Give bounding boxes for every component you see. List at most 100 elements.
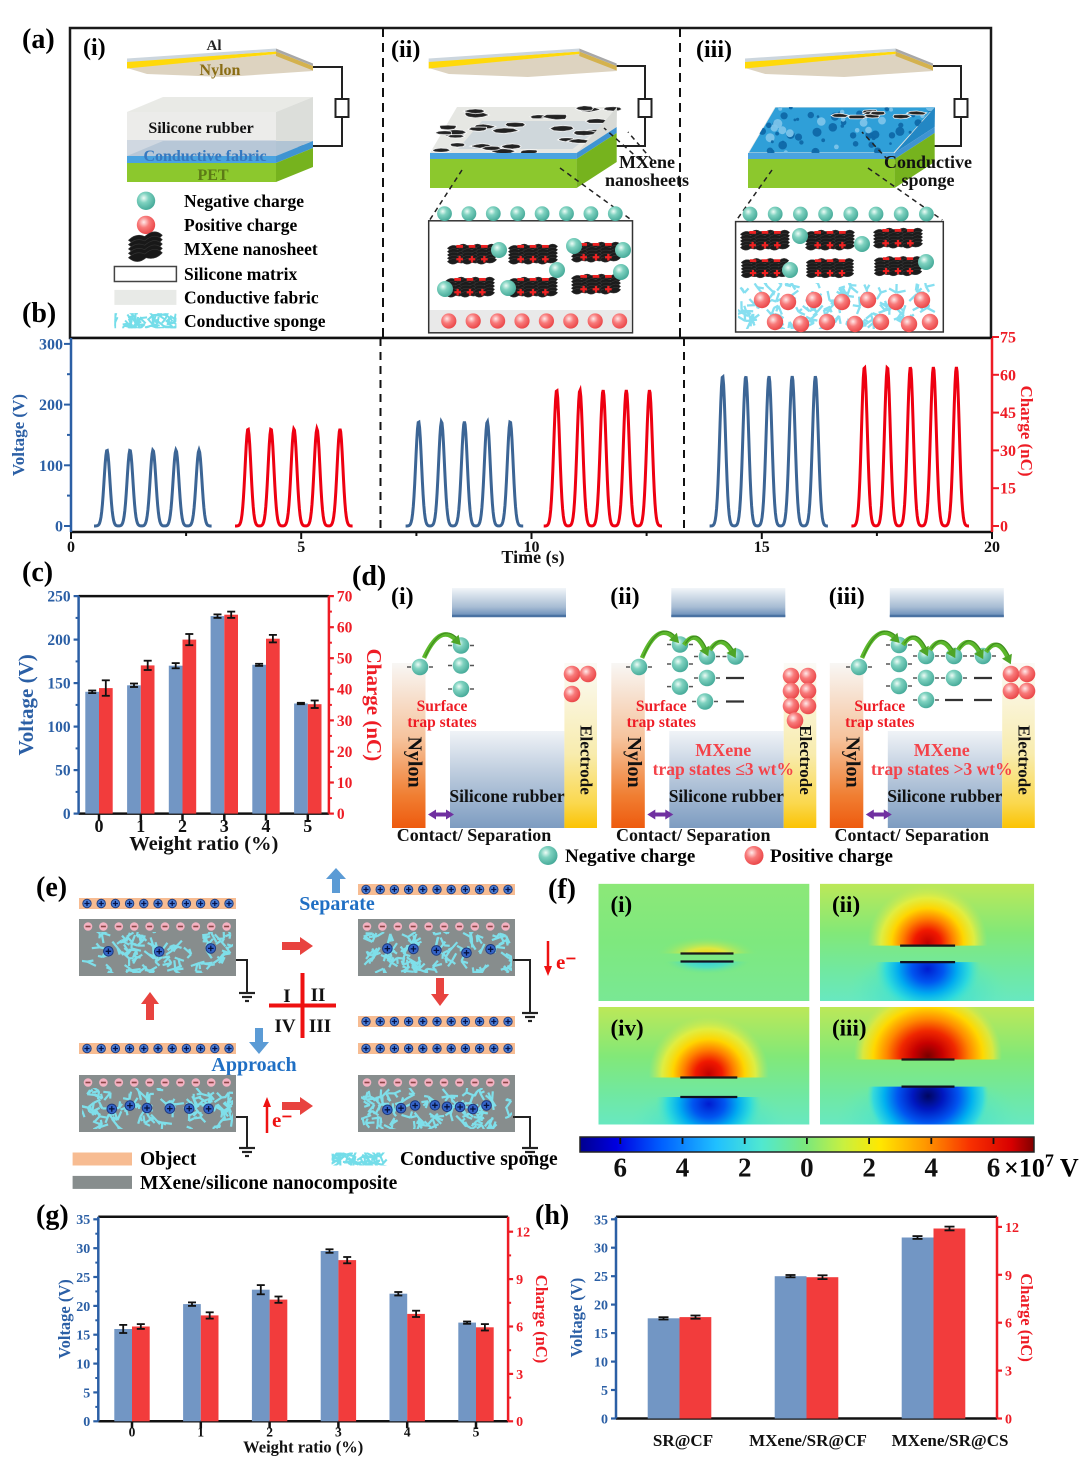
- svg-text:50: 50: [337, 651, 353, 668]
- svg-text:Approach: Approach: [211, 1054, 296, 1076]
- svg-text:30: 30: [1000, 443, 1016, 460]
- svg-text:3: 3: [516, 1368, 523, 1383]
- svg-text:5: 5: [473, 1425, 480, 1440]
- svg-text:3: 3: [335, 1425, 342, 1440]
- svg-text:e⁻: e⁻: [272, 1108, 292, 1132]
- svg-text:0: 0: [601, 1413, 608, 1428]
- svg-text:0: 0: [1000, 519, 1008, 536]
- svg-text:MXene/silicone nanocomposite: MXene/silicone nanocomposite: [140, 1173, 398, 1194]
- svg-text:10: 10: [76, 1358, 90, 1373]
- svg-text:6: 6: [516, 1320, 523, 1335]
- svg-text:0: 0: [337, 806, 345, 823]
- svg-text:Positive charge: Positive charge: [184, 215, 297, 235]
- svg-text:II: II: [311, 985, 326, 1006]
- svg-text:Charge (nC): Charge (nC): [1017, 1273, 1036, 1361]
- svg-text:35: 35: [594, 1213, 608, 1228]
- svg-text:25: 25: [76, 1271, 90, 1286]
- svg-text:Charge (nC): Charge (nC): [532, 1275, 551, 1363]
- svg-text:(e): (e): [36, 872, 67, 903]
- svg-text:Silicone rubber: Silicone rubber: [887, 786, 1002, 806]
- svg-text:10: 10: [524, 539, 540, 556]
- svg-text:(ii): (ii): [610, 584, 639, 610]
- svg-text:Conductive: Conductive: [884, 152, 972, 172]
- svg-text:0: 0: [129, 1425, 136, 1440]
- svg-text:5: 5: [601, 1384, 608, 1399]
- svg-text:4: 4: [404, 1425, 411, 1440]
- svg-text:Silicone matrix: Silicone matrix: [184, 264, 297, 284]
- svg-text:2: 2: [266, 1425, 273, 1440]
- svg-text:4: 4: [262, 816, 271, 836]
- svg-text:6: 6: [1005, 1317, 1012, 1332]
- svg-text:MXene: MXene: [695, 740, 751, 760]
- svg-text:12: 12: [516, 1226, 530, 1241]
- svg-text:Surface: Surface: [636, 698, 687, 715]
- svg-text:Charge (nC): Charge (nC): [362, 649, 386, 762]
- svg-text:20: 20: [594, 1299, 608, 1314]
- svg-text:50: 50: [55, 763, 71, 780]
- svg-text:trap states: trap states: [845, 714, 914, 731]
- svg-text:trap states: trap states: [407, 714, 476, 731]
- svg-text:nanosheets: nanosheets: [605, 170, 689, 190]
- svg-text:Surface: Surface: [854, 698, 905, 715]
- svg-text:Conductive sponge: Conductive sponge: [400, 1149, 558, 1170]
- svg-text:2: 2: [178, 816, 187, 836]
- svg-text:Nylon: Nylon: [841, 736, 863, 787]
- svg-text:30: 30: [76, 1242, 90, 1257]
- svg-text:(ii): (ii): [391, 37, 420, 63]
- svg-text:Charge (nC): Charge (nC): [1017, 385, 1036, 476]
- svg-text:Contact/ Separation: Contact/ Separation: [397, 825, 552, 845]
- svg-text:15: 15: [594, 1327, 608, 1342]
- svg-text:(c): (c): [22, 557, 53, 588]
- svg-text:Negative charge: Negative charge: [184, 191, 304, 211]
- svg-text:PET: PET: [197, 167, 228, 184]
- svg-text:0: 0: [516, 1415, 523, 1430]
- svg-text:Conductive sponge: Conductive sponge: [184, 311, 326, 331]
- svg-text:1: 1: [136, 816, 145, 836]
- svg-text:MXene/SR@CS: MXene/SR@CS: [892, 1431, 1009, 1450]
- svg-text:3: 3: [220, 816, 229, 836]
- svg-text:0: 0: [83, 1415, 90, 1430]
- svg-text:Voltage (V): Voltage (V): [14, 654, 38, 755]
- svg-text:1: 1: [197, 1425, 204, 1440]
- svg-text:Electrode: Electrode: [1015, 725, 1034, 795]
- svg-text:(i): (i): [83, 35, 106, 61]
- svg-text:Nylon: Nylon: [200, 62, 241, 79]
- svg-text:60: 60: [337, 620, 353, 637]
- svg-text:sponge: sponge: [901, 170, 954, 190]
- svg-text:(f): (f): [548, 874, 576, 905]
- svg-text:0: 0: [95, 816, 104, 836]
- svg-text:Nylon: Nylon: [404, 736, 426, 787]
- svg-text:Time (s): Time (s): [501, 547, 564, 568]
- svg-text:200: 200: [39, 397, 63, 414]
- svg-text:I: I: [283, 986, 290, 1007]
- svg-text:5: 5: [83, 1386, 90, 1401]
- svg-text:e⁻: e⁻: [556, 950, 576, 974]
- svg-text:III: III: [309, 1016, 331, 1037]
- svg-text:Al: Al: [207, 38, 222, 54]
- svg-text:Separate: Separate: [299, 893, 375, 915]
- svg-text:(a): (a): [22, 24, 55, 55]
- svg-text:Negative charge: Negative charge: [565, 846, 695, 867]
- svg-text:(b): (b): [22, 298, 56, 329]
- svg-text:0: 0: [1005, 1413, 1012, 1428]
- svg-text:Conductive fabric: Conductive fabric: [184, 287, 319, 307]
- svg-text:Conductive fabric: Conductive fabric: [143, 148, 266, 165]
- svg-text:MXene/SR@CF: MXene/SR@CF: [749, 1431, 867, 1450]
- svg-text:(iv): (iv): [611, 1016, 644, 1041]
- svg-text:3: 3: [1005, 1365, 1012, 1380]
- svg-text:35: 35: [76, 1213, 90, 1228]
- svg-text:(i): (i): [391, 584, 414, 610]
- svg-text:Surface: Surface: [417, 698, 468, 715]
- svg-text:15: 15: [76, 1329, 90, 1344]
- svg-text:(ii): (ii): [832, 892, 860, 917]
- svg-text:15: 15: [1000, 481, 1016, 498]
- svg-text:Voltage (V): Voltage (V): [9, 394, 28, 476]
- svg-text:9: 9: [516, 1273, 523, 1288]
- svg-text:5: 5: [303, 816, 312, 836]
- svg-text:10: 10: [337, 775, 353, 792]
- svg-text:trap states: trap states: [627, 714, 696, 731]
- svg-text:0: 0: [800, 1153, 814, 1183]
- svg-text:IV: IV: [274, 1016, 295, 1037]
- svg-text:12: 12: [1005, 1221, 1019, 1236]
- svg-text:100: 100: [47, 719, 71, 736]
